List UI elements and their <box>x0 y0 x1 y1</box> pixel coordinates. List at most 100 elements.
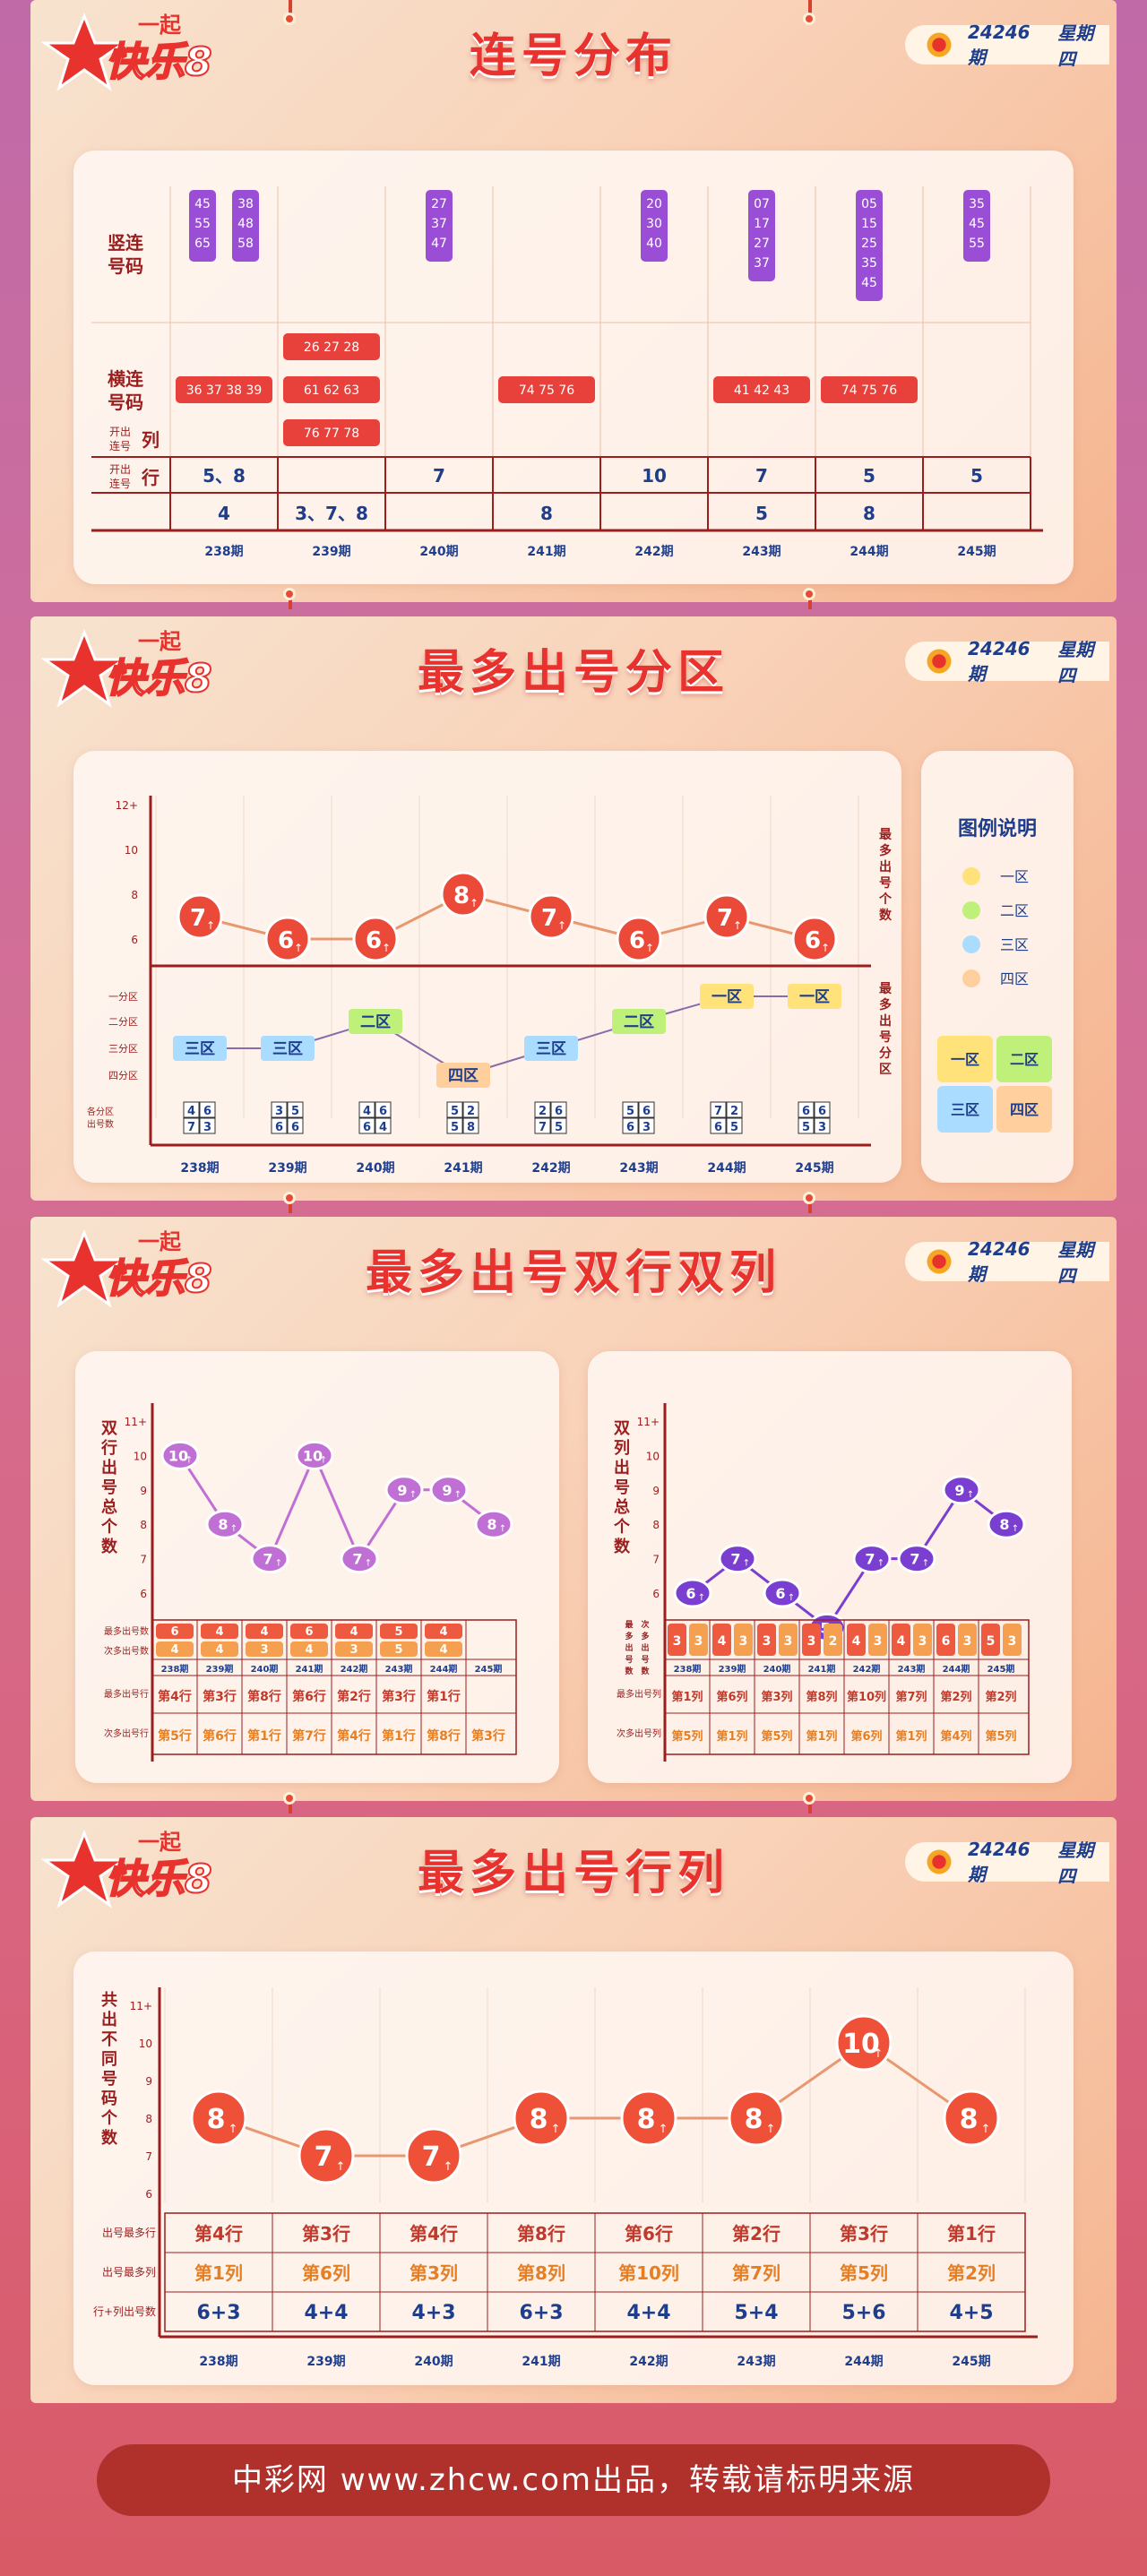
zone-count-value: 7 <box>187 1121 195 1134</box>
mini-logo-icon <box>927 649 952 674</box>
horizontal-number: 76 77 78 <box>304 426 359 441</box>
pair-badge <box>802 1624 821 1656</box>
pair-value: 3 <box>763 1634 772 1649</box>
right-axis-label: 出 <box>879 859 892 874</box>
y-axis-label: 个 <box>100 1517 118 1537</box>
pair-value: 2 <box>829 1634 838 1649</box>
data-point <box>718 1544 757 1574</box>
up-arrow-icon: ↑ <box>922 1559 929 1569</box>
row-label: 次 <box>641 1619 649 1630</box>
columns-open-value: 10 <box>642 465 667 487</box>
data-label: 10 <box>303 1447 323 1464</box>
zone-count-cell <box>358 1101 375 1118</box>
data-label: 6 <box>686 1585 695 1602</box>
up-arrow-icon: ↑ <box>499 1524 506 1534</box>
vertical-number: 65 <box>194 237 211 251</box>
rows-open-value: 3、7、8 <box>295 503 368 524</box>
second-row-value: 第6行 <box>203 1728 237 1744</box>
section-header: 一起 快乐8 最多出号行列 24246期 星期四 <box>30 1817 1117 1951</box>
zone-tag <box>261 1036 315 1061</box>
up-arrow-icon: ↑ <box>410 1490 417 1500</box>
y-tick-label: 6 <box>140 1588 147 1600</box>
zone-tag <box>700 984 754 1009</box>
weekday: 星期四 <box>1057 639 1094 686</box>
legend-swatch <box>962 867 980 885</box>
row-label: 号 <box>641 1655 649 1665</box>
zone-count-cell <box>446 1117 463 1134</box>
data-point <box>987 1509 1026 1539</box>
pair-value: 3 <box>1008 1634 1017 1649</box>
pair-badge <box>668 1624 686 1656</box>
row-label: 最多出号行 <box>104 1688 149 1700</box>
y-tick-label: 6 <box>131 934 138 946</box>
vertical-number: 20 <box>646 197 662 211</box>
period-label: 244期 <box>943 1663 970 1675</box>
vertical-number: 35 <box>969 197 985 211</box>
up-arrow-icon: ↑ <box>454 1490 461 1500</box>
max-count-value: 4 <box>349 1625 358 1639</box>
horizontal-group <box>498 376 595 403</box>
second-count-value: 3 <box>349 1643 358 1657</box>
pair-value: 3 <box>784 1634 793 1649</box>
row-label: 多 <box>625 1631 633 1641</box>
y-tick-label: 8 <box>145 2113 152 2125</box>
vertical-number: 27 <box>754 237 770 251</box>
max-row-value: 第6行 <box>292 1689 326 1704</box>
horizontal-group <box>821 376 918 403</box>
second-count-value: 4 <box>439 1643 447 1657</box>
y-axis-label: 总 <box>614 1497 630 1517</box>
up-arrow-icon: ↑ <box>874 2047 884 2061</box>
pair-value: 6 <box>942 1634 951 1649</box>
double-col-card: 67891011+双列出号总个数6↑7↑6↑5↑7↑7↑9↑8↑238期239期… <box>588 1351 1072 1783</box>
data-point <box>943 2089 1000 2147</box>
pair-badge <box>1003 1624 1022 1656</box>
second-col-value: 第1列 <box>716 1729 747 1744</box>
period-label: 240期 <box>419 545 458 559</box>
rows-open-value: 8 <box>540 503 553 524</box>
y-tick-label: 7 <box>145 2150 152 2163</box>
data-label: 8 <box>453 883 470 909</box>
y-tick-label: 6 <box>145 2188 152 2201</box>
up-arrow-icon: ↑ <box>967 1490 974 1500</box>
legend-quad <box>996 1036 1052 1082</box>
y-tick-label: 10 <box>125 844 138 857</box>
data-label: 6 <box>805 927 821 954</box>
pair-value: 3 <box>918 1634 927 1649</box>
second-count-value: 4 <box>215 1643 223 1657</box>
zone-count-value: 5 <box>291 1105 299 1118</box>
period-label: 243期 <box>385 1663 413 1675</box>
up-arrow-icon: ↑ <box>444 2160 453 2174</box>
vertical-number: 48 <box>237 217 254 231</box>
zone-count-cell <box>375 1101 392 1118</box>
mini-logo-icon <box>927 1249 952 1274</box>
data-point <box>703 893 750 940</box>
second-col-value: 第5列 <box>671 1729 703 1744</box>
issue-badge: 24246期 星期四 <box>905 638 1109 686</box>
zone-axis-label: 三分区 <box>108 1043 138 1055</box>
data-label: 10 <box>842 2029 880 2060</box>
zone-count-value: 5 <box>802 1121 810 1134</box>
second-col-value: 第1列 <box>806 1729 837 1744</box>
zone-count-cell <box>375 1117 392 1134</box>
y-tick-label: 7 <box>140 1554 147 1566</box>
pair-value: 3 <box>807 1634 816 1649</box>
zone-count-cell <box>534 1117 551 1134</box>
period-label: 238期 <box>204 545 243 559</box>
period-label: 242期 <box>853 1663 881 1675</box>
data-point <box>405 2127 462 2184</box>
vertical-number: 30 <box>646 217 662 231</box>
pair-value: 3 <box>874 1634 883 1649</box>
max-count-badge <box>290 1624 328 1639</box>
legend-label: 一区 <box>1000 868 1029 885</box>
up-arrow-icon: ↑ <box>698 1593 705 1603</box>
data-point <box>616 916 662 962</box>
max-row-value: 第8行 <box>517 2223 565 2244</box>
max-row-value: 第4行 <box>410 2223 458 2244</box>
row-label: 多 <box>641 1631 649 1641</box>
max-col-value: 第1列 <box>671 1690 703 1704</box>
up-arrow-icon: ↑ <box>470 897 479 909</box>
row-label-rowopen: 开出 <box>109 463 131 476</box>
zone-tag-label: 三区 <box>185 1040 215 1058</box>
sum-value: 6+3 <box>519 2302 563 2324</box>
